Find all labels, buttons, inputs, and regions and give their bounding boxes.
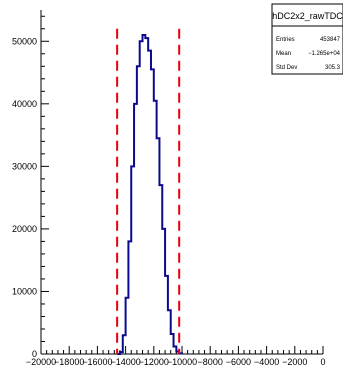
- histogram-line: [117, 34, 183, 355]
- x-axis: −20000−18000−16000−14000−12000−10000 −800…: [26, 346, 326, 367]
- x-tick-label: −8000: [198, 357, 223, 367]
- y-tick-label: 40000: [12, 99, 37, 109]
- stats-value-stddev: 305.3: [325, 65, 341, 71]
- y-tick-label: 30000: [12, 161, 37, 171]
- x-tick-label: −2000: [282, 357, 307, 367]
- stats-label-mean: Mean: [276, 51, 291, 57]
- stats-label-entries: Entries: [276, 37, 295, 43]
- y-tick-label: 10000: [12, 286, 37, 296]
- stats-label-stddev: Std Dev: [276, 65, 297, 71]
- cut-lines: [116, 28, 181, 354]
- x-tick-label: −16000: [82, 357, 112, 367]
- y-axis: 0 10000 20000 30000 40000 50000: [12, 15, 49, 359]
- x-tick-label: −18000: [54, 357, 84, 367]
- y-tick-label: 20000: [12, 224, 37, 234]
- y-tick-label: 50000: [12, 36, 37, 46]
- x-tick-label: −14000: [110, 357, 140, 367]
- stats-value-mean: −1.265e+04: [308, 51, 341, 57]
- x-tick-label: 0: [320, 357, 325, 367]
- x-tick-label: −6000: [226, 357, 251, 367]
- stats-box: hDC2x2_rawTDC Entries 453847 Mean −1.265…: [271, 3, 343, 75]
- x-tick-label: −10000: [167, 357, 197, 367]
- x-tick-label: −12000: [139, 357, 169, 367]
- x-tick-label: −4000: [254, 357, 279, 367]
- histogram-series: [117, 34, 183, 355]
- stats-title: hDC2x2_rawTDC: [272, 11, 343, 21]
- stats-value-entries: 453847: [320, 37, 341, 43]
- y-tick-label: 0: [32, 349, 37, 359]
- x-tick-label: −20000: [26, 357, 56, 367]
- stats-box-border: [271, 3, 343, 75]
